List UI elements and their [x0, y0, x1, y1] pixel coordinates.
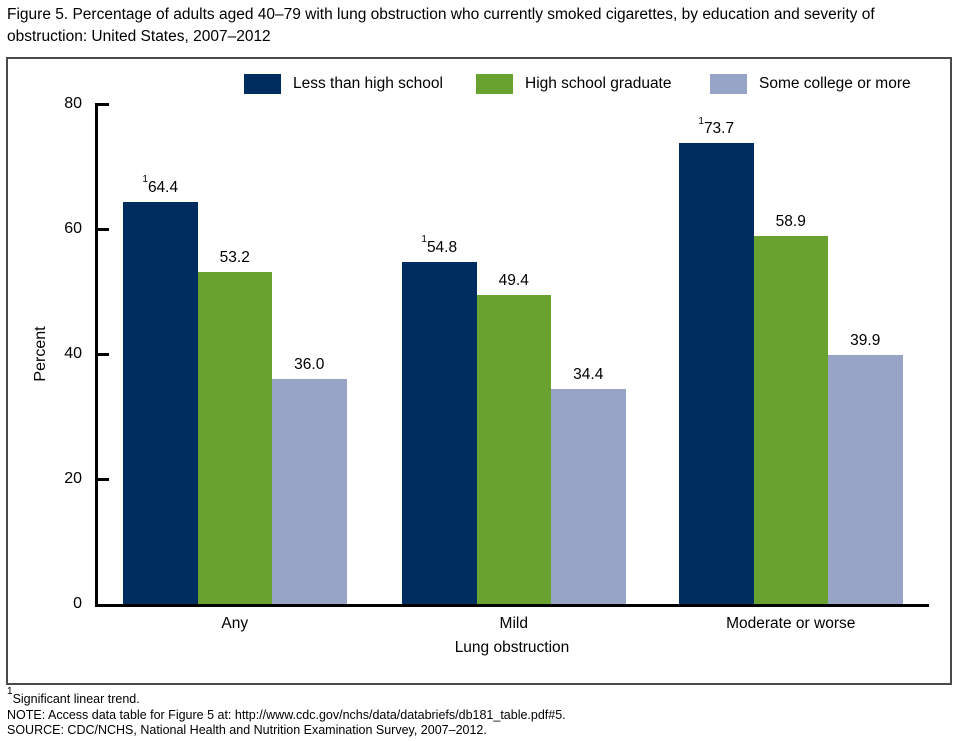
y-tick-mark	[98, 477, 109, 481]
significance-marker: 1	[421, 233, 427, 245]
footnote-note: NOTE: Access data table for Figure 5 at:…	[7, 708, 948, 724]
bar-moderate-or-worse-series3	[828, 354, 903, 604]
y-tick-label: 80	[64, 95, 82, 112]
bar-value-label: 34.4	[573, 366, 604, 383]
bar-any-series1	[123, 201, 198, 604]
bar-moderate-or-worse-series1	[679, 143, 754, 604]
bar-value-label: 154.8	[421, 233, 458, 256]
bar-mild-series1	[402, 261, 477, 604]
significance-marker: 1	[142, 173, 148, 185]
x-axis-line	[95, 604, 929, 607]
significance-marker: 1	[698, 115, 704, 127]
bar-value-label: 36.0	[294, 356, 325, 373]
y-tick-label: 0	[73, 595, 82, 612]
y-tick-label: 40	[64, 345, 82, 362]
y-axis-line	[95, 102, 98, 607]
x-category-label: Moderate or worse	[726, 615, 856, 632]
bar-any-series2	[197, 271, 272, 604]
bar-value-label: 39.9	[850, 331, 881, 349]
bar-mild-series3	[551, 389, 626, 604]
footnote-source: SOURCE: CDC/NCHS, National Health and Nu…	[7, 723, 948, 739]
bar-value-label: 164.4	[142, 173, 179, 196]
footnote-significance: 1Significant linear trend.	[7, 687, 948, 708]
figure-title: Figure 5. Percentage of adults aged 40–7…	[7, 6, 875, 45]
y-axis-title: Percent	[32, 326, 49, 382]
bar-moderate-or-worse-series2	[753, 235, 828, 604]
bar-any-series3	[272, 379, 347, 604]
bar-value-label: 173.7	[698, 115, 735, 138]
plot-area: 0 20 40 60 80 164.4 53.2 36.0 Any 154.8 49.4 34.4 Mi…	[8, 59, 950, 683]
y-tick-mark	[98, 227, 109, 231]
footnote-text: NOTE: Access data table for Figure 5 at:…	[7, 707, 566, 722]
y-tick-mark	[98, 102, 109, 106]
y-tick-label: 20	[64, 470, 82, 487]
bar-mild-series2	[476, 295, 551, 604]
footnote-text: Significant linear trend.	[12, 692, 140, 706]
chart-box: Less than high school High school graduat…	[6, 57, 952, 685]
footnotes: 1Significant linear trend. NOTE: Access …	[7, 687, 948, 739]
footnote-superscript: 1	[7, 686, 13, 698]
footnote-text: SOURCE: CDC/NCHS, National Health and Nu…	[7, 723, 487, 737]
bar-value-label: 49.4	[498, 272, 529, 290]
y-tick-mark	[98, 352, 109, 356]
bar-value-label: 53.2	[219, 248, 250, 266]
x-category-label: Any	[221, 615, 249, 632]
x-category-label: Mild	[499, 615, 528, 632]
x-axis-title: Lung obstruction	[454, 639, 570, 656]
y-tick-label: 60	[64, 220, 82, 237]
bar-value-label: 58.9	[775, 212, 806, 230]
